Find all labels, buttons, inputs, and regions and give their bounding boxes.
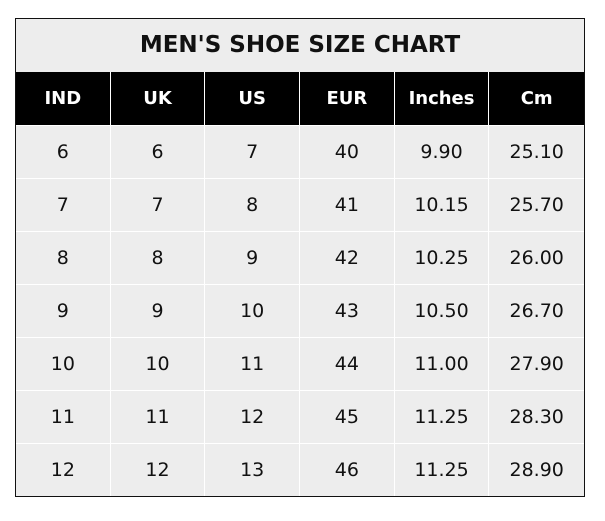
table-cell: 43 bbox=[300, 285, 395, 337]
table-cell: 13 bbox=[205, 444, 301, 496]
table-cell: 9 bbox=[205, 232, 301, 284]
table-cell: 9 bbox=[111, 285, 206, 337]
table-cell: 12 bbox=[205, 391, 301, 443]
table-cell: 10.50 bbox=[395, 285, 490, 337]
table-cell: 6 bbox=[111, 126, 206, 178]
table-body: 6 6 7 40 9.90 25.10 7 7 8 41 10.15 25.70 8 8 9 42 10.25 2… bbox=[16, 125, 584, 496]
table-cell: 45 bbox=[300, 391, 395, 443]
table-row: 10 10 11 44 11.00 27.90 bbox=[16, 337, 584, 390]
table-cell: 12 bbox=[16, 444, 111, 496]
table-cell: 9 bbox=[16, 285, 111, 337]
table-cell: 11.25 bbox=[395, 444, 490, 496]
table-cell: 41 bbox=[300, 179, 395, 231]
table-cell: 10 bbox=[111, 338, 206, 390]
table-cell: 10.15 bbox=[395, 179, 490, 231]
table-cell: 10.25 bbox=[395, 232, 490, 284]
table-cell: 7 bbox=[16, 179, 111, 231]
table-cell: 42 bbox=[300, 232, 395, 284]
table-cell: 25.10 bbox=[509, 141, 564, 163]
table-cell: 27.90 bbox=[509, 353, 564, 375]
column-header: UK bbox=[111, 72, 206, 125]
table-cell: 6 bbox=[16, 126, 111, 178]
table-row: 9 9 10 43 10.50 26.70 bbox=[16, 284, 584, 337]
table-cell: 40 bbox=[300, 126, 395, 178]
table-cell: 26.00 bbox=[509, 247, 564, 269]
table-cell: 7 bbox=[111, 179, 206, 231]
table-row: 6 6 7 40 9.90 25.10 bbox=[16, 125, 584, 178]
table-cell: 7 bbox=[205, 126, 301, 178]
table-cell: 8 bbox=[16, 232, 111, 284]
table-cell: 11.00 bbox=[395, 338, 490, 390]
table-cell: 26.70 bbox=[509, 300, 564, 322]
table-cell: 12 bbox=[111, 444, 206, 496]
table-cell: 8 bbox=[111, 232, 206, 284]
table-row: 7 7 8 41 10.15 25.70 bbox=[16, 178, 584, 231]
column-header: Inches bbox=[395, 72, 490, 125]
shoe-size-table: MEN'S SHOE SIZE CHART IND UK US EUR Inches Cm… bbox=[15, 18, 585, 497]
column-header: EUR bbox=[300, 72, 395, 125]
table-cell: 44 bbox=[300, 338, 395, 390]
table-cell: 25.70 bbox=[509, 194, 564, 216]
table-cell: 28.30 bbox=[509, 406, 564, 428]
table-title: MEN'S SHOE SIZE CHART bbox=[139, 32, 461, 58]
table-cell: 8 bbox=[205, 179, 301, 231]
table-cell: 11 bbox=[111, 391, 206, 443]
column-header: Cm bbox=[520, 88, 553, 109]
table-cell: 10 bbox=[205, 285, 301, 337]
table-cell: 9.90 bbox=[395, 126, 490, 178]
column-header: US bbox=[205, 72, 301, 125]
column-header: IND bbox=[16, 72, 111, 125]
table-row: 11 11 12 45 11.25 28.30 bbox=[16, 390, 584, 443]
table-cell: 11 bbox=[205, 338, 301, 390]
table-cell: 10 bbox=[16, 338, 111, 390]
table-cell: 28.90 bbox=[509, 459, 564, 481]
header-row: IND UK US EUR Inches Cm bbox=[16, 72, 584, 125]
table-row: 8 8 9 42 10.25 26.00 bbox=[16, 231, 584, 284]
table-cell: 46 bbox=[300, 444, 395, 496]
table-row: 12 12 13 46 11.25 28.90 bbox=[16, 443, 584, 496]
table-cell: 11.25 bbox=[395, 391, 490, 443]
table-cell: 11 bbox=[16, 391, 111, 443]
